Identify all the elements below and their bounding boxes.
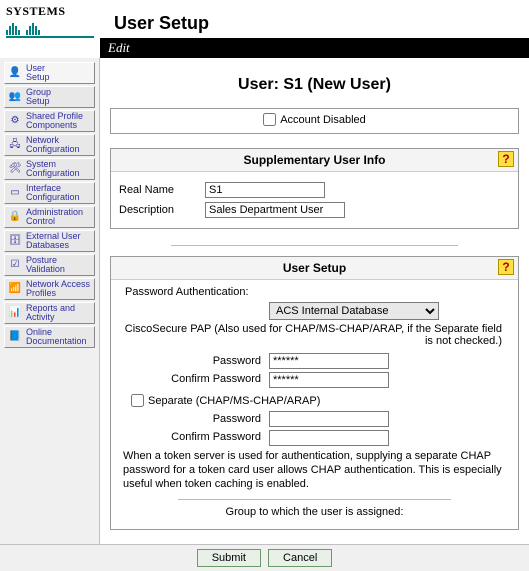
- auth-db-select[interactable]: ACS Internal Database: [269, 302, 439, 320]
- sidebar-item-system-configuration[interactable]: 🛠 System Configuration: [4, 158, 95, 180]
- description-label: Description: [119, 204, 199, 216]
- nav-icon: 📘: [8, 330, 22, 344]
- sidebar-item-network-access-profiles[interactable]: 📶 Network Access Profiles: [4, 278, 95, 300]
- nav-icon: ☑: [8, 258, 22, 272]
- supplementary-info-panel: Supplementary User Info ? Real Name Desc…: [110, 148, 519, 229]
- nav-icon: 📊: [8, 306, 22, 320]
- nav-label: Network Access Profiles: [26, 280, 90, 299]
- sidebar-item-administration-control[interactable]: 🔒 Administration Control: [4, 206, 95, 228]
- confirm-password-label: Confirm Password: [119, 374, 269, 386]
- separate-label: Separate (CHAP/MS-CHAP/ARAP): [148, 395, 320, 407]
- nav-icon: 👤: [8, 66, 22, 80]
- pw-auth-label: Password Authentication:: [125, 286, 510, 298]
- nav-label: System Configuration: [26, 160, 80, 179]
- supplementary-info-title: Supplementary User Info: [243, 153, 385, 167]
- pap-note: CiscoSecure PAP (Also used for CHAP/MS-C…: [119, 323, 510, 347]
- nav-icon: 📶: [8, 282, 22, 296]
- page-title: User Setup: [100, 13, 209, 38]
- sidebar-item-user-setup[interactable]: 👤 User Setup: [4, 62, 95, 84]
- nav-icon: ▭: [8, 186, 22, 200]
- password-input[interactable]: [269, 353, 389, 369]
- user-setup-panel: User Setup ? Password Authentication: AC…: [110, 256, 519, 530]
- cancel-button[interactable]: Cancel: [268, 549, 332, 567]
- description-input[interactable]: [205, 202, 345, 218]
- user-setup-head: User Setup ?: [111, 257, 518, 280]
- divider: [171, 245, 457, 246]
- submit-button[interactable]: Submit: [197, 549, 261, 567]
- group-assign-label: Group to which the user is assigned:: [119, 506, 510, 518]
- logo-bars: [6, 21, 94, 35]
- nav-icon: 🖧: [8, 138, 22, 152]
- supplementary-info-head: Supplementary User Info ?: [111, 149, 518, 172]
- nav-label: Administration Control: [26, 208, 83, 227]
- help-icon[interactable]: ?: [498, 151, 514, 167]
- nav-icon: 👥: [8, 90, 22, 104]
- footer: Submit Cancel: [0, 544, 529, 571]
- sidebar-item-network-configuration[interactable]: 🖧 Network Configuration: [4, 134, 95, 156]
- sidebar-item-posture-validation[interactable]: ☑ Posture Validation: [4, 254, 95, 276]
- divider: [178, 499, 452, 500]
- password-label: Password: [119, 355, 269, 367]
- nav-icon: 🔒: [8, 210, 22, 224]
- edit-bar: Edit: [100, 38, 529, 58]
- user-heading: User: S1 (New User): [110, 76, 519, 94]
- nav-icon: 🗄: [8, 234, 22, 248]
- sep-password-label: Password: [119, 413, 269, 425]
- nav-label: Posture Validation: [26, 256, 65, 275]
- account-disabled-panel: Account Disabled: [110, 108, 519, 134]
- nav-label: Reports and Activity: [26, 304, 75, 323]
- separate-checkbox[interactable]: [131, 394, 144, 407]
- sidebar-item-shared-profile-components[interactable]: ⚙ Shared Profile Components: [4, 110, 95, 132]
- nav-label: Group Setup: [26, 88, 51, 107]
- nav-label: External User Databases: [26, 232, 81, 251]
- real-name-input[interactable]: [205, 182, 325, 198]
- cisco-logo: CISCO SYSTEMS: [0, 0, 100, 38]
- account-disabled-checkbox[interactable]: [263, 113, 276, 126]
- nav-label: Network Configuration: [26, 136, 80, 155]
- nav-label: Online Documentation: [26, 328, 87, 347]
- sep-confirm-password-input[interactable]: [269, 430, 389, 446]
- nav-label: User Setup: [26, 64, 50, 83]
- content-area: User: S1 (New User) Account Disabled Sup…: [100, 58, 529, 544]
- nav-icon: ⚙: [8, 114, 22, 128]
- account-disabled-row[interactable]: Account Disabled: [263, 113, 366, 126]
- nav-label: Interface Configuration: [26, 184, 80, 203]
- sep-password-input[interactable]: [269, 411, 389, 427]
- user-setup-title: User Setup: [283, 261, 346, 275]
- separate-row[interactable]: Separate (CHAP/MS-CHAP/ARAP): [131, 394, 510, 407]
- real-name-label: Real Name: [119, 184, 199, 196]
- sidebar-item-external-user-databases[interactable]: 🗄 External User Databases: [4, 230, 95, 252]
- brand-text: CISCO SYSTEMS: [6, 0, 94, 19]
- sidebar-item-reports-and-activity[interactable]: 📊 Reports and Activity: [4, 302, 95, 324]
- confirm-password-input[interactable]: [269, 372, 389, 388]
- sidebar-item-group-setup[interactable]: 👥 Group Setup: [4, 86, 95, 108]
- sep-confirm-password-label: Confirm Password: [119, 432, 269, 444]
- nav-label: Shared Profile Components: [26, 112, 83, 131]
- help-icon[interactable]: ?: [498, 259, 514, 275]
- sidebar-item-interface-configuration[interactable]: ▭ Interface Configuration: [4, 182, 95, 204]
- sidebar: 👤 User Setup 👥 Group Setup ⚙ Shared Profile C…: [0, 58, 100, 544]
- nav-icon: 🛠: [8, 162, 22, 176]
- token-note: When a token server is used for authenti…: [123, 450, 506, 491]
- account-disabled-label: Account Disabled: [280, 114, 366, 126]
- sidebar-item-online-documentation[interactable]: 📘 Online Documentation: [4, 326, 95, 348]
